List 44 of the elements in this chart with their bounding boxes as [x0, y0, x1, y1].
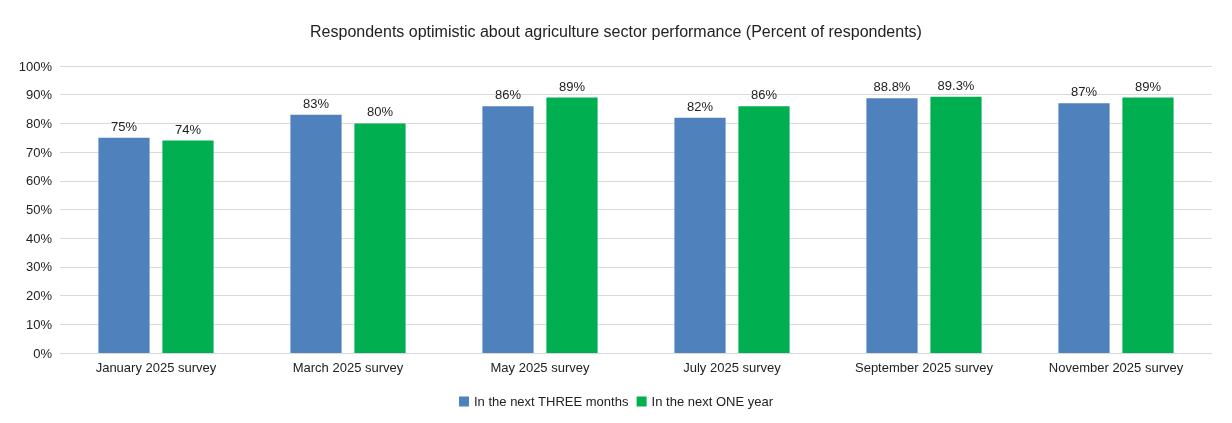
x-tick-label: September 2025 survey	[854, 360, 994, 375]
x-tick-label: May 2025 survey	[490, 360, 590, 375]
y-tick-label: 10%	[25, 316, 53, 332]
y-tick-label: 40%	[25, 230, 53, 246]
legend-label: In the next ONE year	[651, 394, 774, 409]
data-label: 89.3%	[937, 77, 975, 93]
y-tick-label: 50%	[25, 202, 53, 217]
bar	[866, 98, 918, 353]
data-label: 80%	[366, 104, 394, 120]
y-tick-label: 0%	[33, 345, 53, 361]
bar	[1122, 97, 1174, 353]
x-tick-label: March 2025 survey	[292, 360, 404, 375]
y-tick-label: 20%	[25, 288, 53, 304]
data-label: 89%	[558, 78, 586, 94]
bar	[354, 123, 406, 353]
data-label: 89%	[1134, 78, 1162, 94]
bar	[930, 96, 982, 353]
bar	[290, 114, 342, 353]
bar	[482, 106, 534, 353]
data-label: 86%	[750, 87, 778, 103]
bar	[674, 117, 726, 353]
y-tick-label: 100%	[18, 58, 53, 74]
x-tick-label: July 2025 survey	[683, 360, 782, 375]
bar	[546, 97, 598, 353]
data-label: 74%	[174, 121, 202, 137]
bar	[98, 137, 150, 353]
data-label: 75%	[110, 118, 138, 134]
bar	[1058, 103, 1110, 353]
legend-label: In the next THREE months	[473, 394, 629, 409]
y-tick-label: 90%	[25, 87, 53, 103]
y-tick-label: 60%	[25, 173, 53, 189]
bar	[162, 140, 214, 353]
data-label: 87%	[1070, 84, 1098, 100]
chart-title: Respondents optimistic about agriculture sector performance (Percent of respondents)	[310, 22, 922, 40]
bar	[738, 106, 790, 353]
x-tick-label: January 2025 survey	[95, 360, 217, 375]
data-label: 86%	[494, 87, 522, 103]
data-label: 83%	[302, 95, 330, 111]
y-tick-label: 70%	[25, 144, 53, 160]
y-tick-label: 80%	[25, 115, 53, 131]
y-tick-label: 30%	[25, 259, 53, 275]
data-label: 82%	[686, 98, 714, 114]
x-tick-label: November 2025 survey	[1048, 360, 1184, 375]
data-label: 88.8%	[873, 79, 911, 95]
